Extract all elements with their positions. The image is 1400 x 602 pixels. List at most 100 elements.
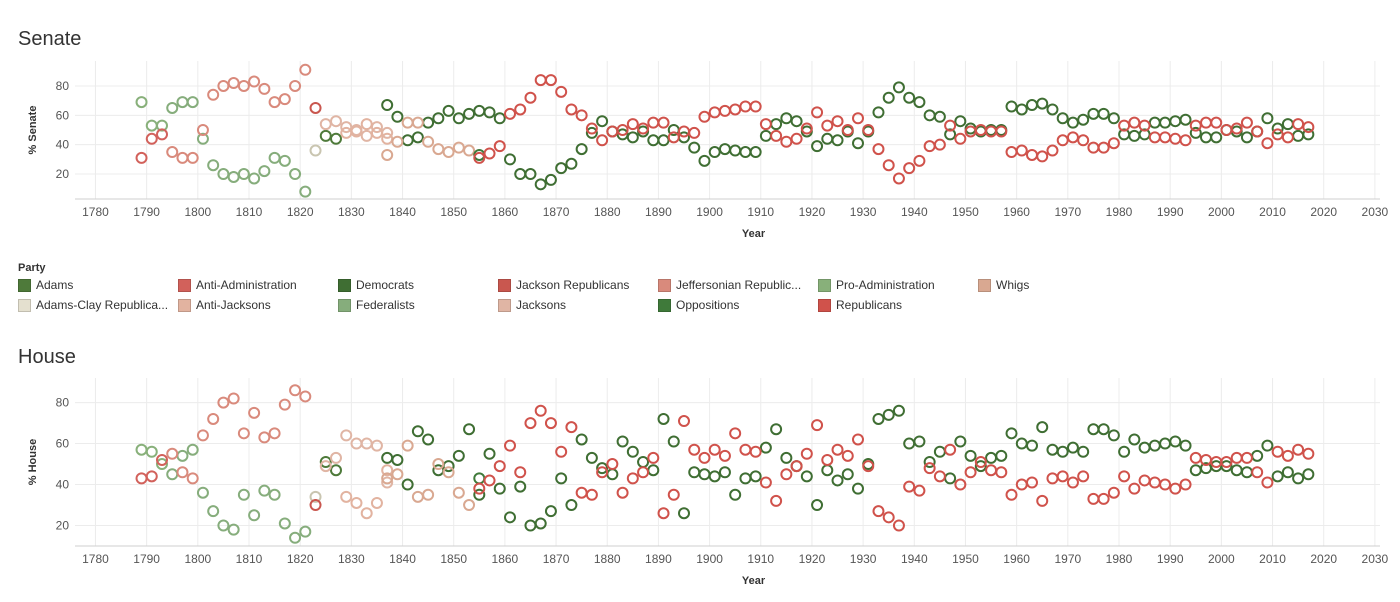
data-point[interactable] [237, 168, 250, 181]
data-point[interactable] [626, 472, 639, 485]
data-point[interactable] [974, 460, 987, 473]
data-point[interactable] [432, 112, 445, 125]
data-point[interactable] [1302, 447, 1315, 460]
data-point[interactable] [555, 445, 568, 458]
data-point[interactable] [1036, 150, 1049, 163]
data-point[interactable] [1107, 137, 1120, 150]
data-point[interactable] [708, 470, 721, 483]
data-point[interactable] [790, 132, 803, 145]
data-point[interactable] [483, 474, 496, 487]
data-point[interactable] [1107, 486, 1120, 499]
data-point[interactable] [933, 445, 946, 458]
data-point[interactable] [1240, 466, 1253, 479]
data-point[interactable] [370, 121, 383, 134]
data-point[interactable] [811, 419, 824, 432]
legend-item[interactable]: Whigs [978, 278, 1138, 292]
data-point[interactable] [1179, 134, 1192, 147]
data-point[interactable] [718, 449, 731, 462]
data-point[interactable] [1271, 470, 1284, 483]
data-point[interactable] [647, 451, 660, 464]
data-point[interactable] [452, 486, 465, 499]
data-point[interactable] [1169, 435, 1182, 448]
data-point[interactable] [985, 451, 998, 464]
data-point[interactable] [821, 119, 834, 132]
data-point[interactable] [995, 125, 1008, 138]
data-point[interactable] [176, 151, 189, 164]
data-point[interactable] [933, 138, 946, 151]
data-point[interactable] [749, 470, 762, 483]
data-point[interactable] [1036, 494, 1049, 507]
data-point[interactable] [340, 490, 353, 503]
data-point[interactable] [1118, 119, 1131, 132]
data-point[interactable] [698, 468, 711, 481]
data-point[interactable] [1046, 103, 1059, 116]
data-point[interactable] [1189, 464, 1202, 477]
data-point[interactable] [401, 478, 414, 491]
data-point[interactable] [504, 439, 516, 452]
data-point[interactable] [565, 499, 578, 512]
data-point[interactable] [452, 141, 465, 154]
data-point[interactable] [524, 91, 537, 104]
data-point[interactable] [176, 96, 189, 109]
data-point[interactable] [1159, 116, 1172, 129]
data-point[interactable] [135, 151, 148, 164]
data-point[interactable] [800, 470, 813, 483]
data-point[interactable] [1138, 119, 1151, 132]
data-point[interactable] [1128, 129, 1141, 142]
data-point[interactable] [964, 449, 977, 462]
data-point[interactable] [217, 519, 230, 532]
data-point[interactable] [1281, 131, 1294, 144]
data-point[interactable] [422, 135, 435, 148]
data-point[interactable] [473, 488, 486, 501]
data-point[interactable] [330, 132, 342, 145]
data-point[interactable] [411, 116, 424, 129]
data-point[interactable] [350, 125, 363, 138]
data-point[interactable] [800, 447, 813, 460]
data-point[interactable] [1292, 118, 1305, 131]
data-point[interactable] [995, 449, 1008, 462]
data-point[interactable] [903, 162, 916, 175]
data-point[interactable] [1087, 141, 1100, 154]
data-point[interactable] [565, 421, 578, 434]
data-point[interactable] [852, 433, 864, 446]
data-point[interactable] [1087, 107, 1100, 120]
data-point[interactable] [729, 488, 742, 501]
data-point[interactable] [483, 447, 496, 460]
data-point[interactable] [473, 104, 486, 117]
data-point[interactable] [299, 525, 312, 538]
data-point[interactable] [432, 143, 445, 156]
data-point[interactable] [381, 451, 394, 464]
data-point[interactable] [831, 134, 844, 147]
data-point[interactable] [780, 112, 793, 125]
data-point[interactable] [1240, 451, 1253, 464]
data-point[interactable] [1107, 429, 1120, 442]
data-point[interactable] [1015, 144, 1028, 157]
data-point[interactable] [1302, 128, 1315, 141]
data-point[interactable] [463, 107, 476, 120]
data-point[interactable] [882, 408, 895, 421]
data-point[interactable] [729, 103, 742, 116]
legend-item[interactable]: Oppositions [658, 298, 818, 312]
data-point[interactable] [596, 134, 609, 147]
data-point[interactable] [759, 441, 772, 454]
data-point[interactable] [1138, 474, 1151, 487]
data-point[interactable] [1230, 451, 1243, 464]
data-point[interactable] [882, 511, 895, 524]
data-point[interactable] [831, 115, 844, 128]
data-point[interactable] [258, 165, 271, 178]
data-point[interactable] [340, 121, 353, 134]
data-point[interactable] [1281, 449, 1294, 462]
data-point[interactable] [278, 93, 291, 106]
data-point[interactable] [780, 135, 793, 148]
data-point[interactable] [166, 468, 179, 481]
data-point[interactable] [1292, 472, 1305, 485]
data-point[interactable] [299, 390, 312, 403]
data-point[interactable] [831, 474, 844, 487]
data-point[interactable] [698, 110, 711, 123]
data-point[interactable] [411, 131, 424, 144]
data-point[interactable] [401, 134, 414, 147]
data-point[interactable] [892, 81, 905, 94]
data-point[interactable] [1148, 476, 1161, 489]
data-point[interactable] [196, 486, 209, 499]
legend-item[interactable]: Adams [18, 278, 178, 292]
